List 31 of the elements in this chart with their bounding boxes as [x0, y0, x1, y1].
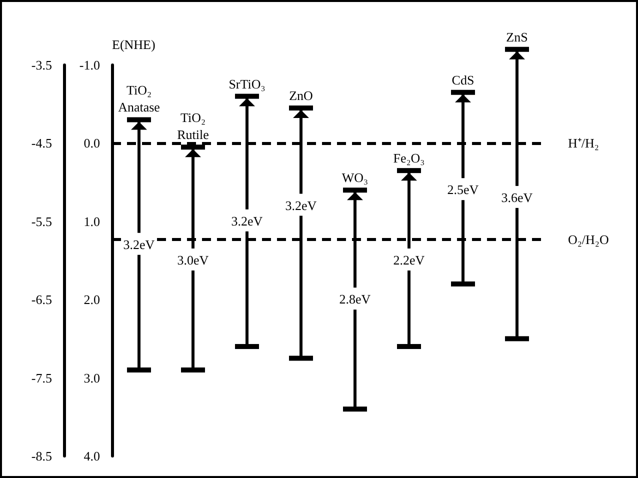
y2-tick-label: -4.5 — [31, 136, 52, 151]
annotation: 3.0eV — [177, 252, 210, 268]
y-axis-title: E(NHE) — [112, 37, 156, 52]
annotation: 3.6eV — [501, 190, 534, 205]
annotation: 3.2eV — [231, 213, 264, 228]
annotation: 2.5eV — [447, 182, 480, 198]
y-tick-label: -1.0 — [79, 58, 100, 72]
x-tick-label: CdS — [452, 72, 474, 88]
x-tick-label: WO₃ — [342, 170, 368, 186]
annotation: 3.2eV — [285, 198, 318, 213]
x-tick-label: Fe₂O₃ — [393, 150, 425, 166]
y2-tick-label: -6.5 — [31, 292, 52, 308]
y-tick-label: 4.0 — [84, 448, 100, 464]
annotation: 3.2eV — [123, 236, 156, 252]
y-tick-label: 2.0 — [84, 292, 100, 308]
x-tick-label: TiO₂ Anatase — [118, 82, 160, 115]
annotation: 2.8eV — [339, 292, 372, 307]
y2-tick-label: -8.5 — [31, 448, 52, 464]
ref-line-label: H⁺/H₂ — [568, 136, 599, 151]
annotation: 2.2eV — [393, 252, 426, 268]
x-tick-label: TiO₂ Rutile — [177, 110, 210, 142]
ref-line-label: O₂/H₂O — [568, 232, 609, 247]
x-tick-label: ZnO — [289, 88, 313, 104]
x-tick-label: ZnS — [506, 29, 528, 44]
y-tick-label: 1.0 — [84, 214, 100, 229]
y2-tick-label: -7.5 — [31, 370, 52, 386]
y-tick-label: 0.0 — [84, 136, 100, 151]
y2-tick-label: -5.5 — [31, 214, 52, 229]
y-tick-label: 3.0 — [84, 370, 100, 386]
x-tick-label: SrTiO₃ — [228, 76, 266, 92]
y2-tick-label: -3.5 — [31, 58, 52, 72]
